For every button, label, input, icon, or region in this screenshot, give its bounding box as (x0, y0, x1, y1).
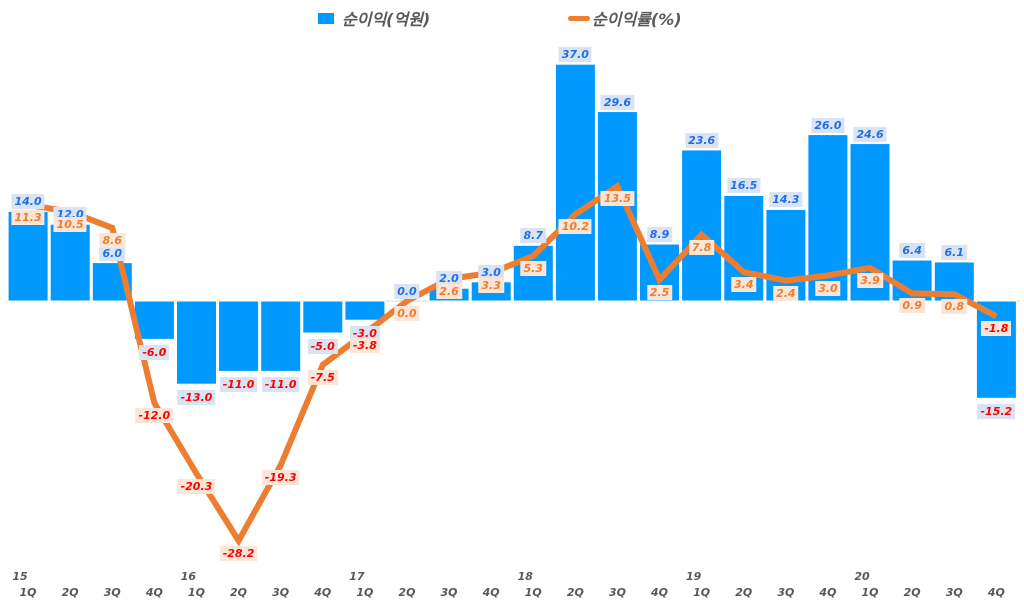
line-value-label: -3.8 (349, 338, 380, 354)
line-swatch-icon (568, 15, 590, 21)
bar-value-label: -3.0 (349, 326, 380, 342)
legend-label-net-income: 순이익(억원) (342, 10, 431, 29)
bar-value-label: -15.2 (977, 404, 1016, 420)
bar (344, 300, 386, 321)
bar-value-label: -11.0 (261, 377, 300, 393)
x-tick-quarter: 4Q (651, 586, 669, 599)
x-tick-quarter: 3Q (440, 586, 458, 599)
x-tick-quarter: 1Q (524, 586, 542, 599)
x-tick-quarter: 4Q (482, 586, 500, 599)
x-tick-year: 17 (349, 570, 365, 583)
bar (596, 111, 638, 302)
x-tick-quarter: 3Q (272, 586, 290, 599)
bar-value-label: -6.0 (139, 345, 170, 361)
bar-value-label: 14.3 (769, 192, 803, 208)
x-tick-year: 15 (12, 570, 28, 583)
bar (681, 149, 723, 302)
bar (133, 300, 175, 340)
x-tick-quarter: 2Q (903, 586, 921, 599)
bar (554, 63, 596, 302)
bar (176, 300, 217, 385)
line-value-label: 5.3 (520, 260, 546, 276)
bar-value-label: -5.0 (307, 339, 338, 354)
x-tick-quarter: 3Q (777, 586, 795, 599)
bar-value-label: 6.0 (99, 245, 125, 261)
line-value-label: 2.5 (646, 284, 673, 300)
bar-value-label: 2.0 (436, 271, 462, 287)
bar (7, 210, 49, 302)
legend-label-net-margin: 순이익률(%) (592, 10, 682, 29)
bar-value-label: 3.0 (478, 264, 504, 280)
line-value-label: 3.9 (857, 272, 883, 288)
line-value-label: 11.3 (11, 209, 45, 225)
x-tick-quarter: 2Q (735, 586, 753, 599)
line-value-label: 10.2 (558, 219, 592, 235)
x-tick-quarter: 2Q (61, 586, 79, 599)
line-value-label: 3.4 (731, 277, 757, 293)
bar-value-label: 0.0 (394, 284, 420, 299)
x-tick-year: 16 (180, 570, 197, 583)
bar-value-label: -13.0 (177, 390, 216, 406)
bar (260, 300, 302, 372)
bar-value-label: -11.0 (219, 377, 258, 393)
legend: 순이익(억원) 순이익률(%) (0, 6, 1024, 30)
x-tick-quarter: 3Q (945, 586, 963, 599)
line-value-label: 2.4 (773, 285, 799, 301)
line-value-label: 2.6 (436, 283, 462, 299)
line-value-label: 0.9 (899, 298, 925, 314)
line-value-label: 3.3 (478, 277, 504, 293)
line-value-label: 3.0 (815, 280, 841, 296)
x-tick-quarter: 4Q (987, 586, 1005, 599)
x-tick-quarter: 4Q (819, 586, 837, 599)
x-tick-quarter: 4Q (314, 586, 332, 599)
bar-value-label: 6.4 (899, 243, 925, 259)
x-tick-quarter: 3Q (103, 586, 121, 599)
line-value-label: -20.3 (177, 478, 216, 494)
x-tick-quarter: 1Q (187, 586, 205, 599)
line-series (27, 181, 998, 547)
bar (302, 300, 344, 334)
line-value-label: -19.3 (261, 470, 300, 486)
bar (49, 223, 91, 302)
x-tick-quarter: 2Q (566, 586, 584, 599)
line-value-label: -28.2 (219, 545, 258, 561)
bar-value-label: 8.7 (520, 228, 546, 244)
bar-value-label: 14.0 (11, 194, 45, 210)
line-value-label: 8.6 (99, 232, 125, 248)
line-value-label: 10.5 (53, 216, 87, 232)
bar-value-label: 29.6 (600, 94, 635, 110)
x-tick-year: 20 (854, 570, 870, 583)
bar (218, 300, 260, 372)
x-tick-quarter: 2Q (398, 586, 416, 599)
x-tick-year: 18 (517, 570, 533, 583)
bar (975, 300, 1017, 399)
x-tick-quarter: 3Q (608, 586, 626, 599)
bar-value-label: 23.6 (685, 132, 719, 148)
line-value-label: -12.0 (135, 408, 174, 423)
line-value-label: 0.8 (941, 299, 967, 315)
line-value-label: 13.5 (600, 191, 635, 207)
legend-item-net-margin: 순이익률(%) (568, 6, 682, 30)
x-tick-year: 19 (685, 570, 702, 583)
bar-swatch-icon (318, 12, 334, 24)
line-value-label: -1.8 (981, 321, 1012, 337)
bar-value-label: 6.1 (941, 244, 967, 260)
x-tick-quarter: 2Q (230, 586, 248, 599)
x-tick-quarter: 1Q (861, 586, 879, 599)
bar-value-label: 26.0 (811, 117, 845, 133)
x-tick-quarter: 1Q (356, 586, 374, 599)
bar-value-label: 16.5 (727, 178, 761, 194)
bar-value-label: 24.6 (853, 126, 887, 142)
line-value-label: 7.8 (688, 239, 715, 255)
line-value-label: 0.0 (394, 306, 420, 321)
x-tick-quarter: 4Q (145, 586, 163, 599)
bar-value-label: 8.9 (646, 227, 673, 243)
line-value-label: -7.5 (307, 369, 338, 385)
x-tick-quarter: 1Q (693, 586, 711, 599)
legend-item-net-income: 순이익(억원) (318, 6, 430, 30)
x-tick-quarter: 1Q (19, 586, 37, 599)
bar-value-label: 37.0 (558, 47, 592, 63)
